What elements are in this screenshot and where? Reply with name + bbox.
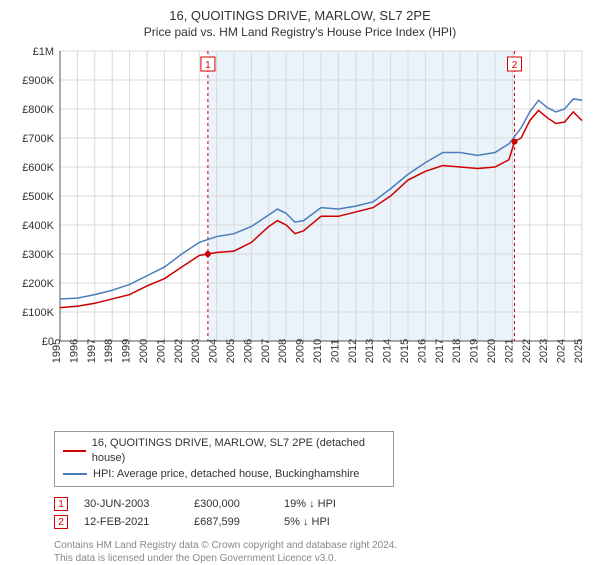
sale-delta-1: 19% ↓ HPI <box>284 498 374 510</box>
svg-text:2013: 2013 <box>364 339 376 363</box>
sale-price-2: £687,599 <box>194 516 284 528</box>
svg-text:1996: 1996 <box>68 339 80 363</box>
svg-text:2024: 2024 <box>556 339 568 363</box>
svg-text:2015: 2015 <box>399 339 411 363</box>
sale-marker-2: 2 <box>54 515 68 529</box>
svg-text:1: 1 <box>205 60 211 71</box>
svg-text:2008: 2008 <box>277 339 289 363</box>
svg-text:2001: 2001 <box>155 339 167 363</box>
svg-text:2006: 2006 <box>242 339 254 363</box>
chart-subtitle: Price paid vs. HM Land Registry's House … <box>12 25 588 39</box>
svg-text:2012: 2012 <box>347 339 359 363</box>
chart-container: 16, QUOITINGS DRIVE, MARLOW, SL7 2PE Pri… <box>0 0 600 560</box>
legend-label-property: 16, QUOITINGS DRIVE, MARLOW, SL7 2PE (de… <box>92 436 385 467</box>
svg-text:2002: 2002 <box>173 339 185 363</box>
svg-text:1997: 1997 <box>86 339 98 363</box>
legend-label-hpi: HPI: Average price, detached house, Buck… <box>93 467 359 482</box>
svg-text:2025: 2025 <box>573 339 585 363</box>
svg-text:2021: 2021 <box>503 339 515 363</box>
sales-row-2: 2 12-FEB-2021 £687,599 5% ↓ HPI <box>54 513 588 531</box>
legend-swatch-hpi <box>63 473 87 475</box>
svg-text:2010: 2010 <box>312 339 324 363</box>
legend-box: 16, QUOITINGS DRIVE, MARLOW, SL7 2PE (de… <box>54 431 394 487</box>
svg-text:£300K: £300K <box>22 249 54 261</box>
sales-row-1: 1 30-JUN-2003 £300,000 19% ↓ HPI <box>54 495 588 513</box>
sale-date-2: 12-FEB-2021 <box>84 516 194 528</box>
chart-plot-area: £0£100K£200K£300K£400K£500K£600K£700K£80… <box>12 45 588 385</box>
sale-price-1: £300,000 <box>194 498 284 510</box>
svg-text:£200K: £200K <box>22 278 54 290</box>
svg-text:£700K: £700K <box>22 133 54 145</box>
legend: 16, QUOITINGS DRIVE, MARLOW, SL7 2PE (de… <box>12 431 588 565</box>
legend-swatch-property <box>63 450 86 452</box>
chart-svg: £0£100K£200K£300K£400K£500K£600K£700K£80… <box>12 45 588 385</box>
sale-marker-1: 1 <box>54 497 68 511</box>
svg-text:2020: 2020 <box>486 339 498 363</box>
svg-text:2009: 2009 <box>295 339 307 363</box>
svg-text:£600K: £600K <box>22 162 54 174</box>
svg-text:2007: 2007 <box>260 339 272 363</box>
sales-table: 1 30-JUN-2003 £300,000 19% ↓ HPI 2 12-FE… <box>54 495 588 531</box>
svg-text:2022: 2022 <box>521 339 533 363</box>
svg-text:2017: 2017 <box>434 339 446 363</box>
footer: Contains HM Land Registry data © Crown c… <box>54 539 588 565</box>
svg-text:2016: 2016 <box>416 339 428 363</box>
svg-text:2018: 2018 <box>451 339 463 363</box>
svg-text:2000: 2000 <box>138 339 150 363</box>
svg-text:1998: 1998 <box>103 339 115 363</box>
chart-title: 16, QUOITINGS DRIVE, MARLOW, SL7 2PE <box>12 8 588 23</box>
footer-line-2: This data is licensed under the Open Gov… <box>54 552 588 565</box>
footer-line-1: Contains HM Land Registry data © Crown c… <box>54 539 588 552</box>
svg-text:1999: 1999 <box>121 339 133 363</box>
legend-row-hpi: HPI: Average price, detached house, Buck… <box>63 467 385 482</box>
legend-row-property: 16, QUOITINGS DRIVE, MARLOW, SL7 2PE (de… <box>63 436 385 467</box>
svg-text:£900K: £900K <box>22 75 54 87</box>
svg-text:£800K: £800K <box>22 104 54 116</box>
svg-text:2003: 2003 <box>190 339 202 363</box>
svg-text:2004: 2004 <box>208 339 220 363</box>
svg-text:2023: 2023 <box>538 339 550 363</box>
svg-text:2005: 2005 <box>225 339 237 363</box>
svg-text:£500K: £500K <box>22 191 54 203</box>
svg-text:£1M: £1M <box>33 46 54 58</box>
svg-text:£400K: £400K <box>22 220 54 232</box>
svg-text:2011: 2011 <box>329 339 341 363</box>
sale-delta-2: 5% ↓ HPI <box>284 516 374 528</box>
svg-text:2014: 2014 <box>382 339 394 363</box>
svg-text:1995: 1995 <box>51 339 63 363</box>
svg-text:2: 2 <box>512 60 518 71</box>
svg-text:2019: 2019 <box>469 339 481 363</box>
svg-text:£100K: £100K <box>22 307 54 319</box>
sale-date-1: 30-JUN-2003 <box>84 498 194 510</box>
